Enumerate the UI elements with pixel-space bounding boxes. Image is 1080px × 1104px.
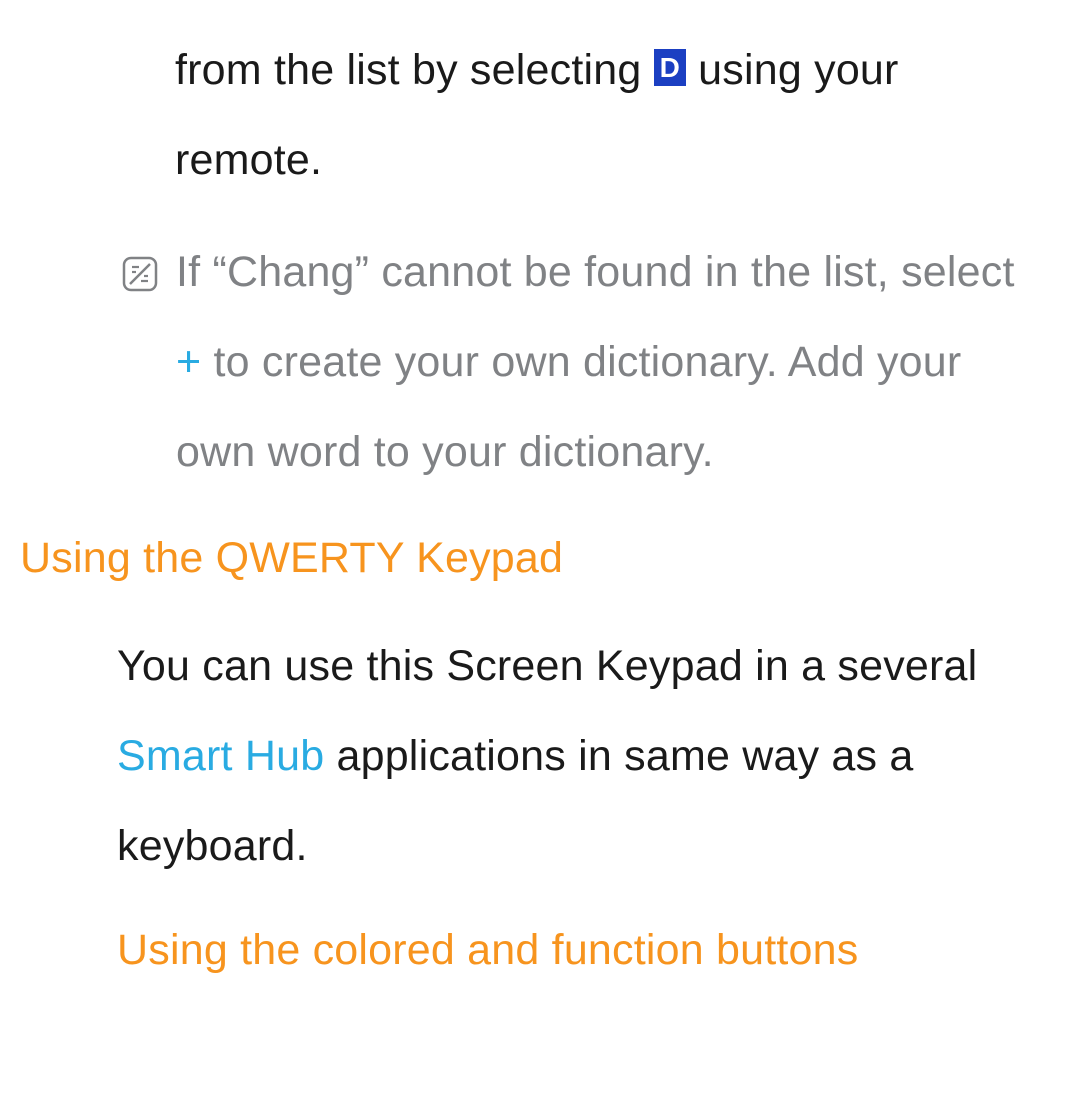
plus-symbol: + <box>176 338 201 386</box>
text-segment: If “Chang” cannot be found in the list, … <box>176 248 1015 296</box>
note-icon <box>122 256 158 292</box>
text-segment: from the list by selecting <box>175 46 654 94</box>
text-segment: You can use this Screen Keypad in a seve… <box>117 642 977 690</box>
manual-page: from the list by selecting D using your … <box>0 0 1080 1104</box>
paragraph-qwerty: You can use this Screen Keypad in a seve… <box>20 621 1060 891</box>
text-segment: to create your own dictionary. Add your … <box>176 338 961 476</box>
paragraph-continuation: from the list by selecting D using your … <box>20 25 1060 205</box>
section-heading-qwerty: Using the QWERTY Keypad <box>20 513 1060 603</box>
note-block: If “Chang” cannot be found in the list, … <box>20 227 1060 497</box>
d-button-badge: D <box>654 49 686 86</box>
note-text: If “Chang” cannot be found in the list, … <box>176 227 1040 497</box>
sub-heading-colored-buttons: Using the colored and function buttons <box>20 905 1060 995</box>
smart-hub-link: Smart Hub <box>117 732 324 780</box>
